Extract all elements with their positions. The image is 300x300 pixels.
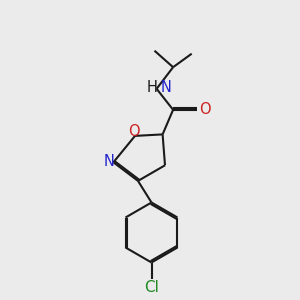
Text: N: N xyxy=(160,80,171,94)
Text: N: N xyxy=(104,154,115,169)
Text: O: O xyxy=(199,102,211,117)
Text: Cl: Cl xyxy=(144,280,159,296)
Text: H: H xyxy=(147,80,158,94)
Text: O: O xyxy=(129,124,140,140)
